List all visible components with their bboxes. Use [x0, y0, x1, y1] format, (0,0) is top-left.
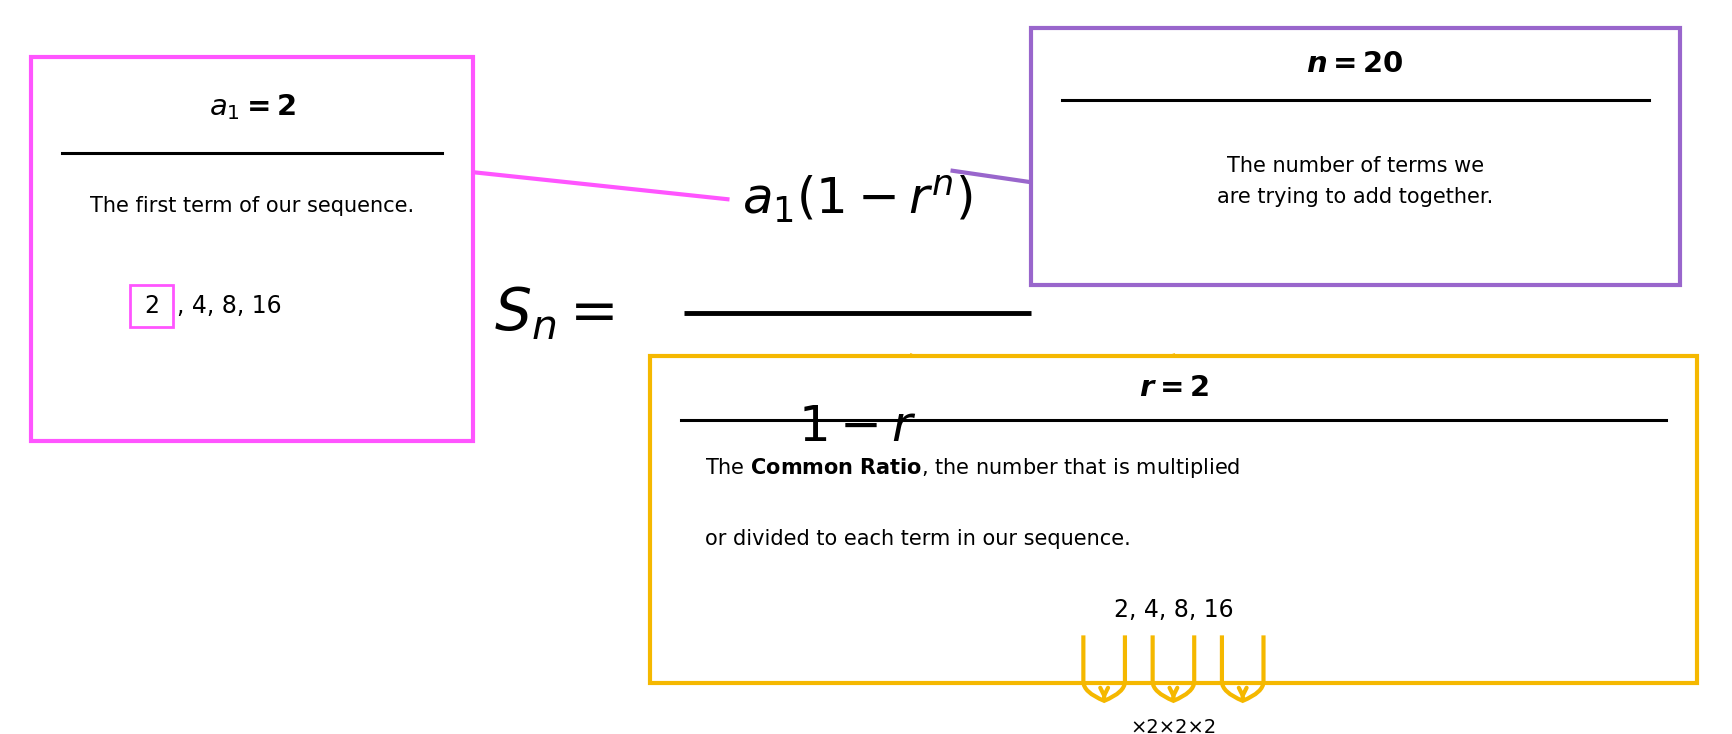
Text: The first term of our sequence.: The first term of our sequence. [90, 196, 414, 217]
Text: The number of terms we
are trying to add together.: The number of terms we are trying to add… [1218, 156, 1493, 207]
Text: $\boldsymbol{r = 2}$: $\boldsymbol{r = 2}$ [1138, 374, 1209, 402]
Text: $\boldsymbol{n = 20}$: $\boldsymbol{n = 20}$ [1306, 50, 1405, 78]
Text: or divided to each term in our sequence.: or divided to each term in our sequence. [705, 529, 1131, 549]
Text: $\boldsymbol{a_1 = 2}$: $\boldsymbol{a_1 = 2}$ [208, 92, 296, 122]
Text: ×2×2×2: ×2×2×2 [1131, 719, 1216, 734]
FancyBboxPatch shape [1031, 29, 1680, 285]
Text: The $\mathbf{Common\ Ratio}$, the number that is multiplied: The $\mathbf{Common\ Ratio}$, the number… [705, 456, 1240, 480]
FancyBboxPatch shape [31, 57, 473, 441]
Text: 2: 2 [144, 294, 159, 318]
FancyBboxPatch shape [650, 356, 1697, 683]
FancyBboxPatch shape [130, 286, 173, 327]
Text: $S_n =$: $S_n =$ [494, 285, 615, 341]
Text: 2, 4, 8, 16: 2, 4, 8, 16 [1114, 598, 1233, 622]
Text: $1 - r$: $1 - r$ [798, 403, 916, 451]
Text: $a_1(1 - r^n)$: $a_1(1 - r^n)$ [741, 173, 973, 225]
Text: , 4, 8, 16: , 4, 8, 16 [177, 294, 281, 318]
